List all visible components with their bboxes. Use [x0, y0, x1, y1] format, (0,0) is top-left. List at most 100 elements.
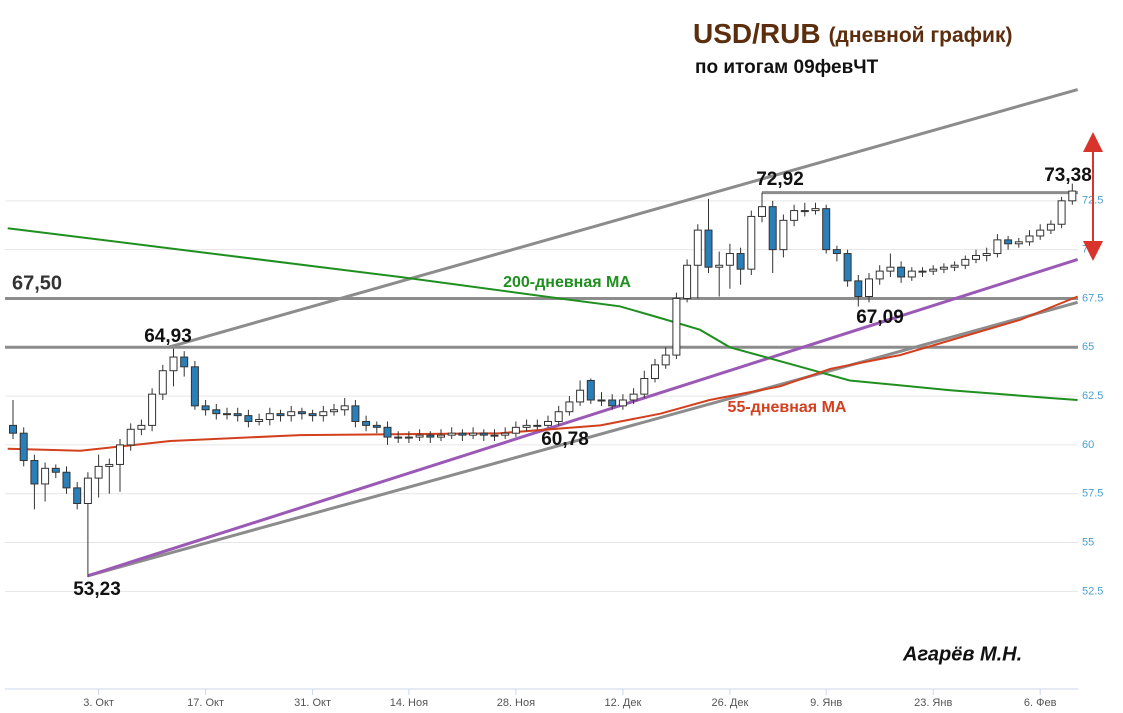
- candle-body: [62, 471, 71, 489]
- x-tick-label: 28. Ноя: [497, 697, 535, 709]
- price-label: 64,93: [144, 326, 192, 347]
- level-label: 67,50: [12, 273, 62, 295]
- ma-line: [7, 295, 1078, 452]
- candle-body: [297, 411, 306, 415]
- y-tick-label: 62.5: [1082, 390, 1103, 402]
- candle-body: [190, 366, 199, 407]
- candle-body: [854, 280, 863, 298]
- candle-body: [565, 401, 574, 413]
- candle-body: [490, 434, 499, 437]
- price-label: 53,23: [73, 579, 121, 600]
- candle-body: [41, 467, 50, 485]
- candle-body: [169, 356, 178, 372]
- candle-body: [982, 253, 991, 256]
- price-label: 72,92: [756, 169, 804, 190]
- candle-body: [918, 270, 927, 273]
- candle-body: [629, 393, 638, 401]
- candle-body: [929, 268, 938, 272]
- candle-body: [725, 253, 734, 266]
- candle-body: [394, 436, 403, 439]
- candle-body: [747, 215, 756, 270]
- trend-line: [87, 300, 1079, 578]
- candle-body: [811, 208, 820, 212]
- candle-body: [993, 239, 1002, 255]
- candle-body: [73, 487, 82, 504]
- candle-body: [94, 465, 103, 479]
- candle-body: [116, 444, 124, 465]
- candle-body: [105, 463, 114, 467]
- y-tick-label: 57.5: [1082, 488, 1103, 500]
- x-tick-label: 6. Фев: [1024, 697, 1057, 709]
- candle-body: [287, 411, 296, 417]
- candle-body: [907, 270, 916, 278]
- candle-body: [511, 426, 520, 434]
- y-tick-label: 55: [1082, 536, 1094, 548]
- candle-body: [961, 258, 970, 266]
- candle-body: [832, 249, 841, 255]
- candle-body: [126, 428, 135, 446]
- candle-body: [404, 436, 413, 439]
- candle-body: [469, 432, 478, 436]
- candle-body: [939, 266, 948, 270]
- candle-body: [276, 413, 285, 417]
- x-tick-label: 3. Окт: [83, 697, 114, 709]
- trend-line: [167, 88, 1079, 349]
- candle-body: [1057, 200, 1066, 225]
- candle-body: [693, 229, 702, 266]
- candle-body: [51, 467, 60, 473]
- candle-body: [233, 413, 242, 417]
- candle-body: [586, 379, 595, 401]
- candle-body: [822, 208, 831, 251]
- candle-body: [758, 206, 766, 217]
- candle-body: [308, 413, 317, 417]
- candle-body: [661, 354, 670, 366]
- candle-body: [897, 266, 906, 278]
- ma-label: 55-дневная МА: [728, 399, 847, 416]
- ma-line: [7, 227, 1078, 401]
- candle-body: [319, 411, 328, 417]
- x-tick-label: 26. Дек: [712, 697, 749, 709]
- candle-body: [1068, 190, 1077, 202]
- x-tick-label: 17. Окт: [187, 697, 224, 709]
- candle-body: [223, 413, 231, 416]
- candle-body: [704, 229, 713, 268]
- candle-body: [1004, 239, 1013, 245]
- trend-line: [87, 257, 1079, 578]
- candle-body: [330, 409, 338, 413]
- x-tick-label: 23. Янв: [914, 697, 952, 709]
- candle-body: [800, 210, 809, 213]
- price-label: 67,09: [856, 307, 904, 328]
- candle-body: [1025, 235, 1034, 243]
- ma-label: 200-дневная МА: [503, 274, 631, 291]
- y-tick-label: 65: [1082, 341, 1094, 353]
- candle-body: [875, 270, 884, 280]
- candle-body: [201, 405, 210, 411]
- candle-body: [768, 206, 777, 251]
- candle-body: [148, 393, 157, 426]
- candle-body: [19, 432, 28, 462]
- subtitle: по итогам 09февЧТ: [695, 57, 879, 78]
- candle-body: [950, 264, 959, 268]
- candle-body: [383, 426, 392, 438]
- candle-body: [640, 378, 649, 395]
- candle-body: [672, 297, 681, 356]
- candle-body: [447, 432, 456, 436]
- candle-body: [9, 424, 17, 434]
- candle-body: [212, 409, 221, 415]
- candle-body: [972, 254, 980, 260]
- title-note: (дневной график): [829, 24, 1013, 47]
- x-tick-label: 14. Ноя: [390, 697, 428, 709]
- candle-body: [501, 432, 510, 436]
- candle-body: [715, 264, 724, 268]
- candle-body: [244, 415, 253, 422]
- candle-body: [779, 219, 788, 251]
- candle-body: [790, 210, 799, 221]
- candle-body: [736, 253, 745, 270]
- candle-body: [426, 434, 435, 438]
- candle-body: [886, 266, 895, 272]
- title-main: USD/RUB: [693, 18, 821, 49]
- candle-body: [651, 364, 659, 380]
- candle-body: [1014, 241, 1023, 245]
